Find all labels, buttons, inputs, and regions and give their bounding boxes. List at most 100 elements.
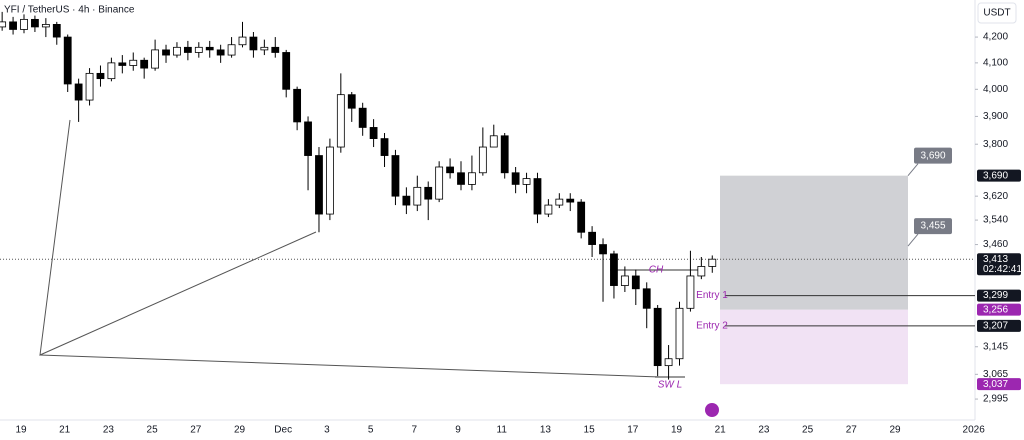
candle-body	[173, 46, 181, 56]
candle-body	[336, 94, 345, 148]
x-tick-label: 29	[889, 425, 901, 436]
candle-body	[446, 166, 454, 174]
price-tag	[977, 169, 1021, 182]
currency-label[interactable]: USDT	[983, 8, 1010, 19]
candle-body	[63, 36, 72, 85]
y-tick-label: 4,000	[983, 84, 1008, 95]
price-tag	[977, 319, 1021, 332]
x-tick-label: 15	[584, 425, 596, 436]
countdown: 02:42:41	[983, 264, 1022, 275]
candle-body	[435, 166, 444, 200]
callout-box	[914, 147, 952, 164]
callout-label: 3,690	[920, 150, 945, 161]
candle-body	[642, 288, 651, 309]
candle-body	[708, 258, 717, 267]
candle-body	[31, 18, 39, 28]
candle-body	[522, 178, 531, 185]
x-tick-label: 29	[234, 425, 246, 436]
candle-body	[489, 135, 498, 148]
candle-body	[544, 204, 553, 215]
candle-body	[162, 49, 170, 56]
y-tick-label: 3,540	[983, 215, 1008, 226]
x-tick-label: 5	[368, 425, 374, 436]
candle-body	[664, 358, 673, 367]
candle-body	[216, 49, 225, 56]
candle-body	[304, 121, 312, 156]
price-tag-label: 3,299	[983, 290, 1008, 301]
candle-body	[96, 72, 105, 80]
candle-body	[380, 138, 389, 156]
price-tag-label: 3,037	[983, 379, 1008, 390]
y-tick-label: 3,145	[983, 341, 1008, 352]
callout-pointer	[907, 163, 919, 176]
callout-label: 3,455	[920, 221, 945, 232]
target-zone	[720, 175, 908, 310]
x-tick-label: 2026	[963, 425, 986, 436]
price-tag	[977, 378, 1021, 391]
x-tick-label: 3	[324, 425, 330, 436]
candle-body	[74, 83, 83, 101]
x-tick-label: 19	[671, 425, 683, 436]
y-tick-label: 3,800	[983, 139, 1008, 150]
candle-body	[9, 21, 17, 30]
y-tick-label: 2,995	[983, 394, 1008, 405]
price-tag	[977, 303, 1021, 316]
price-tag-label: 3,256	[983, 304, 1008, 315]
price-tag-label: 3,207	[983, 320, 1008, 331]
y-tick-label: 3,460	[983, 239, 1008, 250]
ch-label: CH	[649, 265, 664, 276]
candle-body	[620, 275, 629, 286]
x-tick-label: 25	[147, 425, 159, 436]
candle-body	[282, 52, 291, 90]
x-tick-label: 21	[715, 425, 727, 436]
candle-body	[599, 244, 607, 255]
candle-body	[358, 107, 367, 128]
y-tick-label: 3,065	[983, 369, 1008, 380]
x-tick-label: 27	[846, 425, 858, 436]
candle-body	[85, 72, 94, 101]
x-tick-label: Dec	[274, 425, 292, 436]
x-tick-label: 7	[412, 425, 418, 436]
candle-body	[391, 155, 400, 197]
entry-label: Entry 1	[696, 290, 728, 301]
candle-body	[129, 59, 138, 66]
x-tick-label: 13	[540, 425, 552, 436]
candle-body	[315, 155, 323, 215]
candle-body	[194, 46, 203, 53]
candle-body	[424, 186, 433, 200]
y-tick-label: 4,100	[983, 58, 1008, 69]
candle-body	[293, 88, 302, 123]
price-tag-label: 3,690	[983, 170, 1008, 181]
candle-body	[325, 146, 334, 215]
candle-body	[555, 198, 564, 206]
x-tick-label: 23	[758, 425, 770, 436]
candle-body	[249, 36, 258, 51]
x-tick-label: 19	[15, 425, 27, 436]
candle-body	[402, 195, 411, 206]
candle-body	[631, 275, 640, 290]
x-tick-label: 23	[103, 425, 115, 436]
candle-body	[20, 18, 28, 30]
x-tick-label: 17	[627, 425, 639, 436]
alert-icon[interactable]	[705, 403, 719, 417]
candle-body	[697, 266, 706, 277]
candle-body	[41, 24, 50, 28]
candle-body	[151, 49, 160, 69]
candle-body	[227, 44, 236, 56]
x-tick-label: 25	[802, 425, 814, 436]
candle-body	[478, 146, 487, 174]
candle-body	[118, 62, 127, 66]
candle-body	[271, 46, 280, 53]
candle-body	[686, 275, 695, 309]
candle-body	[610, 253, 618, 286]
candle-body	[500, 135, 509, 174]
candle-body	[205, 46, 214, 51]
price-tag	[977, 253, 1021, 276]
candle-body	[260, 46, 269, 51]
y-tick-label: 4,200	[983, 32, 1008, 43]
currency-button[interactable]	[977, 2, 1017, 24]
candle-body	[238, 36, 247, 46]
symbol-title: YFI / TetherUS · 4h · Binance	[4, 5, 135, 16]
x-tick-label: 9	[455, 425, 461, 436]
